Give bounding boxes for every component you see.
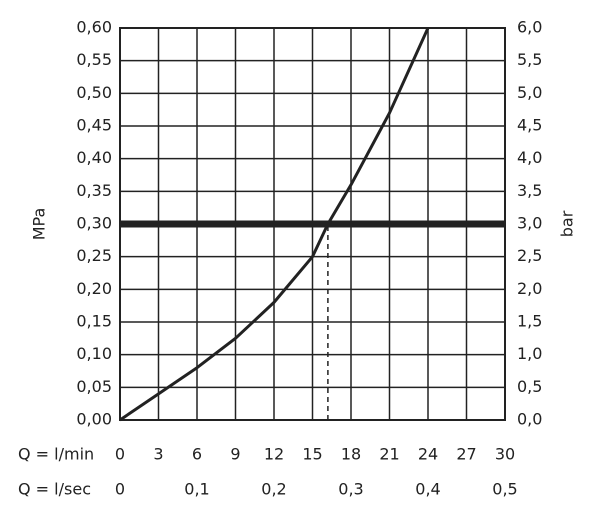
y2-tick-label: 0,0 — [517, 410, 542, 429]
x-axis-label: Q = l/min — [18, 445, 94, 464]
x-tick-label: 0 — [115, 445, 125, 464]
x2-axis-label: Q = l/sec — [18, 480, 91, 499]
y2-tick-label: 5,5 — [517, 50, 542, 69]
x2-tick-label: 0,4 — [415, 480, 440, 499]
x2-tick-label: 0,2 — [261, 480, 286, 499]
y-tick-label: 0,45 — [76, 116, 112, 135]
x-tick-label: 12 — [264, 445, 284, 464]
x2-tick-label: 0 — [115, 480, 125, 499]
y2-tick-label: 4,5 — [517, 116, 542, 135]
x-tick-label: 18 — [341, 445, 361, 464]
y-tick-label: 0,05 — [76, 377, 112, 396]
x-tick-label: 15 — [302, 445, 322, 464]
x-tick-label: 9 — [230, 445, 240, 464]
y-tick-label: 0,00 — [76, 410, 112, 429]
y2-tick-label: 3,5 — [517, 181, 542, 200]
y-tick-label: 0,15 — [76, 312, 112, 331]
y-tick-label: 0,60 — [76, 18, 112, 37]
y-tick-label: 0,35 — [76, 181, 112, 200]
y-axis-label: MPa — [30, 208, 49, 241]
y2-tick-label: 2,0 — [517, 279, 542, 298]
curve — [119, 27, 430, 422]
y-tick-label: 0,55 — [76, 50, 112, 69]
y2-tick-label: 6,0 — [517, 18, 542, 37]
y-tick-label: 0,10 — [76, 344, 112, 363]
y-tick-label: 0,30 — [76, 214, 112, 233]
y2-tick-label: 5,0 — [517, 83, 542, 102]
y2-tick-label: 2,5 — [517, 246, 542, 265]
y-tick-label: 0,20 — [76, 279, 112, 298]
x-tick-label: 21 — [379, 445, 399, 464]
x-tick-label: 3 — [153, 445, 163, 464]
x-tick-label: 30 — [495, 445, 515, 464]
y2-tick-label: 0,5 — [517, 377, 542, 396]
x2-tick-label: 0,1 — [184, 480, 209, 499]
y2-axis-label: bar — [558, 210, 577, 237]
x2-tick-label: 0,5 — [492, 480, 517, 499]
y2-tick-label: 3,0 — [517, 214, 542, 233]
y-tick-label: 0,40 — [76, 148, 112, 167]
x2-tick-label: 0,3 — [338, 480, 363, 499]
y2-tick-label: 1,5 — [517, 312, 542, 331]
x-tick-label: 6 — [192, 445, 202, 464]
y2-tick-label: 4,0 — [517, 148, 542, 167]
y-tick-label: 0,25 — [76, 246, 112, 265]
x-tick-label: 24 — [418, 445, 438, 464]
y2-tick-label: 1,0 — [517, 344, 542, 363]
x-tick-label: 27 — [456, 445, 476, 464]
y-tick-label: 0,50 — [76, 83, 112, 102]
